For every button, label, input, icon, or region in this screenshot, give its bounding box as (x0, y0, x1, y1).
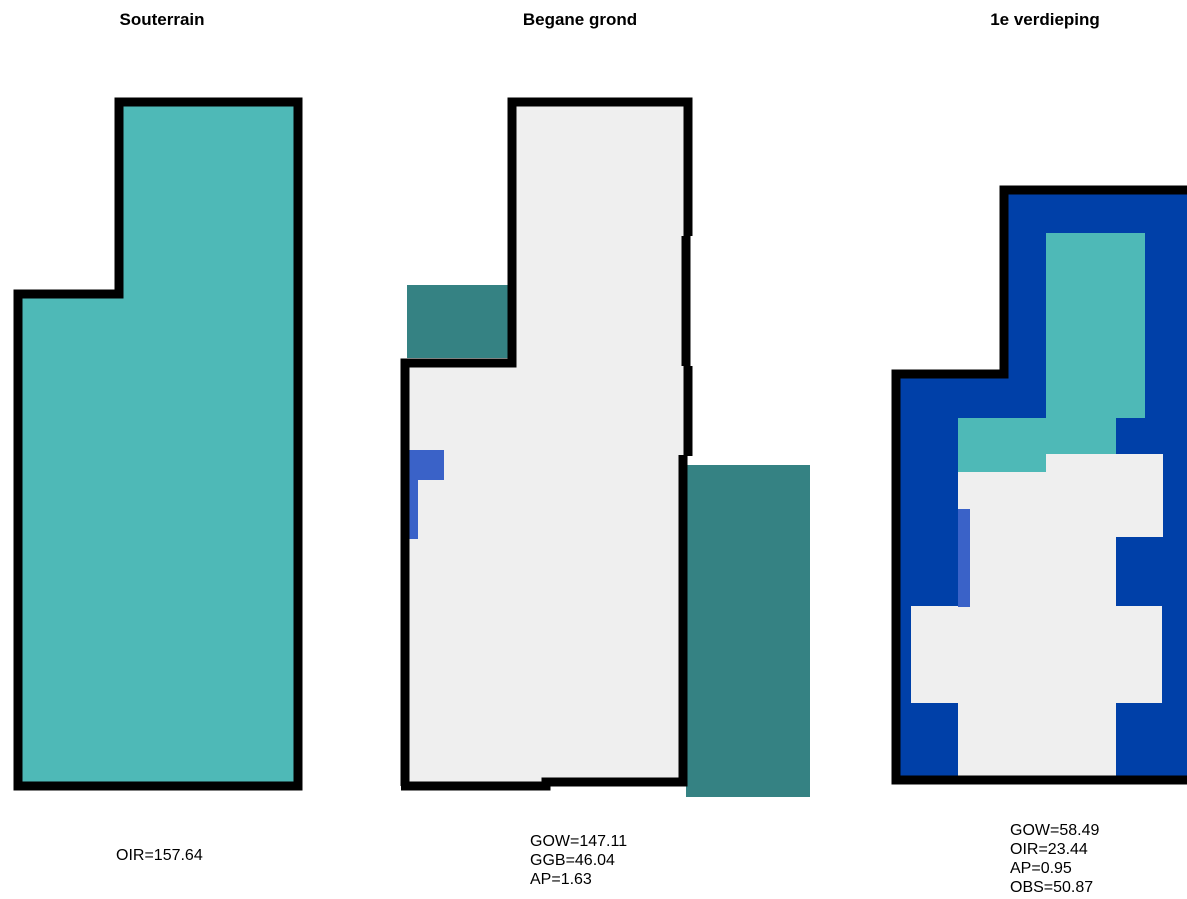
stat-line: OBS=50.87 (1010, 879, 1094, 896)
begane-grond-stats: GOW=147.11 GGB=46.04 AP=1.63 (530, 832, 627, 889)
eerste-verdieping-outline (891, 185, 1187, 785)
eerste-verdieping-gow-area (911, 454, 1163, 776)
souterrain-stats: OIR=157.64 (116, 846, 203, 865)
begane-grond-outside-area-right (686, 465, 810, 797)
souterrain-plan (13, 97, 303, 791)
begane-grond-outline-lower (401, 455, 688, 791)
stat-line: GOW=58.49 (1010, 822, 1100, 839)
souterrain-outline (13, 97, 303, 791)
stat-line: GOW=147.11 (530, 833, 628, 850)
stat-line: AP=0.95 (1010, 860, 1072, 877)
eerste-verdieping-stats: GOW=58.49 OIR=23.44 AP=0.95 OBS=50.87 (1010, 821, 1099, 897)
begane-grond-gow-area (405, 102, 688, 785)
stat-line: OIR=23.44 (1010, 841, 1088, 858)
stat-line: OIR=157.64 (116, 847, 203, 864)
stat-line: GGB=46.04 (530, 852, 615, 869)
stat-line: AP=1.63 (530, 871, 592, 888)
begane-grond-plan (400, 97, 810, 797)
floor-title-souterrain: Souterrain (119, 10, 205, 29)
begane-grond-outline-upper (400, 97, 693, 786)
eerste-verdieping-ap-area (958, 509, 970, 607)
eerste-verdieping-plan (891, 185, 1187, 785)
begane-grond-outside-area-left (407, 285, 508, 358)
begane-grond-ap-area (409, 450, 444, 539)
floor-title-1e-verdieping: 1e verdieping (990, 10, 1100, 29)
floor-title-begane-grond: Begane grond (522, 10, 638, 29)
eerste-verdieping-oir-area (958, 233, 1145, 472)
souterrain-oir-area (18, 102, 298, 786)
